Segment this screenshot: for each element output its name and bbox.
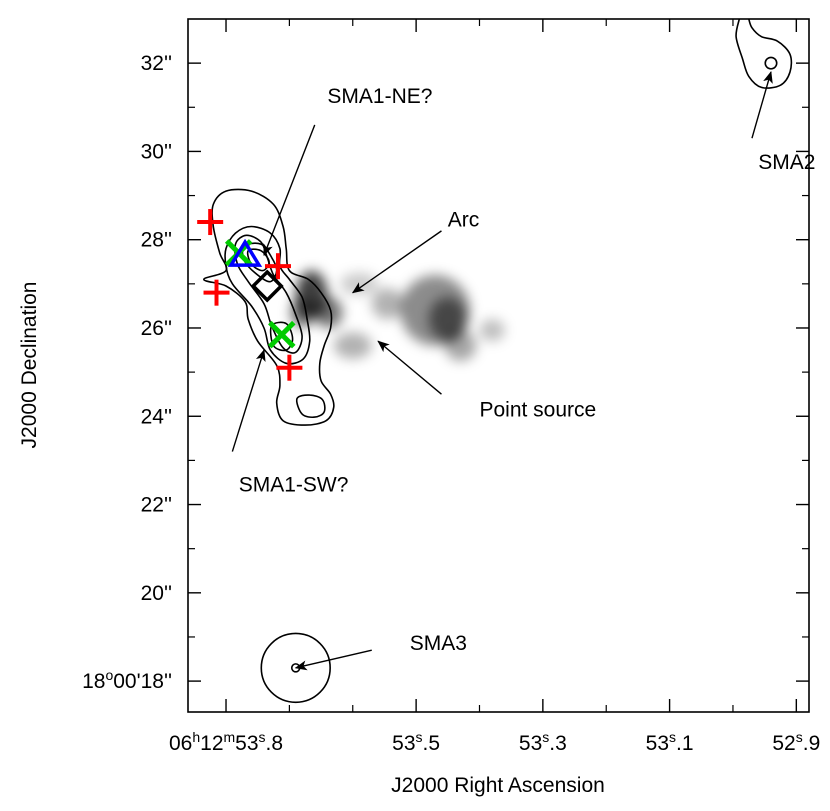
contour-sma1-outer: [202, 188, 335, 426]
annotation-label-sma3: SMA3: [410, 632, 467, 655]
annotation-arrow-sma1-sw: [231, 349, 266, 452]
marker-layer: [197, 209, 303, 381]
y-tick-label-1: 30'': [141, 140, 172, 163]
annotation-label-arc: Arc: [448, 208, 480, 231]
y-tick-label-0: 32'': [141, 52, 172, 75]
contour-sma3-outer: [260, 632, 331, 704]
red-plus-marker-3: [276, 354, 303, 381]
contour-layer: [202, 19, 793, 704]
y-tick-label-5: 22'': [141, 494, 172, 517]
grey-emission-blob-6: [428, 297, 467, 342]
y-axis-label: J2000 Declination: [18, 282, 41, 449]
x-tick-label-1: 53s.5: [392, 729, 440, 755]
grey-emission-blob-9: [479, 319, 505, 342]
annotation-label-sma1-ne: SMA1-NE?: [327, 85, 432, 108]
annotation-arrow-sma3: [294, 649, 372, 671]
black-diamond-marker-0: [250, 269, 284, 303]
red-plus-marker-0: [197, 209, 224, 236]
grey-emission-blob-8: [340, 272, 379, 295]
x-tick-label-2: 53s.3: [519, 729, 567, 755]
x-axis-label: J2000 Right Ascension: [391, 774, 605, 797]
x-tick-label-3: 53s.1: [646, 729, 694, 755]
annotation-label-sma1-sw: SMA1-SW?: [239, 473, 349, 496]
tick-layer: [188, 19, 809, 712]
contour-sma2-core: [764, 56, 778, 70]
annotation-arrow-sma1-ne: [263, 124, 316, 257]
grey-emission-blob-4: [371, 288, 404, 320]
annotation-label-point-source: Point source: [479, 398, 596, 421]
red-plus-marker-2: [264, 253, 291, 280]
x-tick-label-0: 06h12m53s.8: [169, 729, 283, 755]
y-tick-label-2: 28'': [141, 229, 172, 252]
y-tick-label-7: 18o00'18'': [82, 667, 172, 693]
annotation-arrow-point-source: [377, 340, 442, 395]
y-tick-label-6: 20'': [141, 582, 172, 605]
grey-emission-blob-3: [333, 332, 372, 359]
plot-frame: [187, 18, 810, 713]
contour-sma1-south-knot: [295, 394, 326, 419]
green-cross-marker-1: [268, 320, 296, 349]
red-plus-marker-1: [203, 279, 230, 306]
grey-emission-blob-2: [314, 297, 343, 328]
x-tick-label-4: 52s.9: [772, 729, 820, 755]
annotation-label-sma2: SMA2: [758, 151, 815, 174]
grey-emission-blob-7: [444, 330, 477, 362]
y-tick-label-4: 24'': [141, 405, 172, 428]
y-tick-label-3: 26'': [141, 317, 172, 340]
annotation-layer: SMA1-NE? Arc Point source SMA1-SW? SMA2 SMA3: [231, 71, 815, 671]
contour-sma2-outer: [735, 19, 793, 89]
annotation-arrow-arc: [351, 230, 442, 294]
blue-triangle-marker-0: [227, 238, 263, 267]
tick-label-layer: 06h12m53s.8 53s.5 53s.3 53s.1 52s.9 32'' 30'' 2…: [82, 52, 820, 755]
annotation-arrow-sma2: [751, 71, 773, 139]
contour-sma1-level2: [224, 225, 311, 365]
